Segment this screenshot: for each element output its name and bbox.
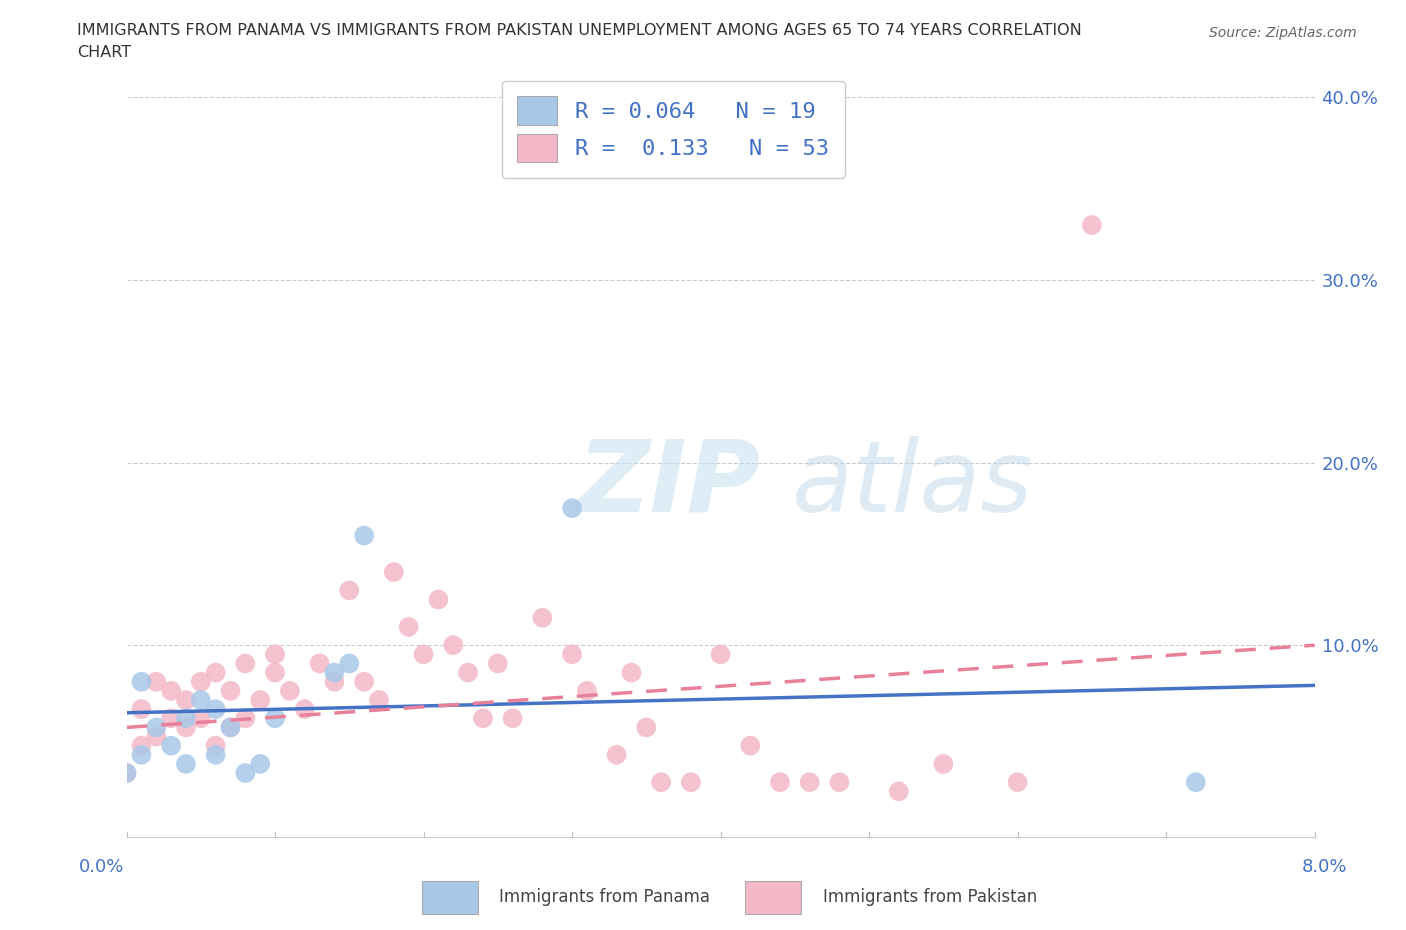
Point (650, 775, 672, 790)
Point (204, 738, 226, 753)
Point (233, 765, 257, 780)
Text: atlas: atlas (792, 435, 1033, 533)
Text: ZIP: ZIP (578, 435, 761, 533)
Point (190, 674, 212, 689)
Point (531, 610, 554, 625)
Point (337, 656, 360, 671)
Point (932, 756, 955, 771)
Point (308, 656, 330, 671)
Point (382, 565, 405, 579)
Point (887, 784, 910, 799)
FancyBboxPatch shape (422, 882, 478, 913)
Point (575, 684, 598, 698)
Point (174, 720, 197, 735)
Point (190, 711, 212, 725)
Point (323, 674, 346, 689)
Point (337, 583, 360, 598)
Text: 0.0%: 0.0% (79, 857, 124, 876)
Point (115, 765, 138, 780)
Point (294, 702, 316, 717)
Point (561, 500, 583, 515)
Legend: R = 0.064   N = 19, R =  0.133   N = 53: R = 0.064 N = 19, R = 0.133 N = 53 (502, 81, 845, 178)
Point (204, 665, 226, 680)
Point (219, 720, 242, 735)
Point (249, 693, 271, 708)
Point (679, 775, 702, 790)
Point (412, 647, 434, 662)
Text: Source: ZipAtlas.com: Source: ZipAtlas.com (1209, 26, 1357, 40)
Text: 8.0%: 8.0% (1302, 857, 1347, 876)
Point (204, 702, 226, 717)
Point (174, 693, 197, 708)
Point (131, 702, 153, 717)
Point (710, 647, 733, 662)
Point (219, 720, 242, 735)
Point (233, 656, 257, 671)
Point (561, 647, 583, 662)
Point (799, 775, 821, 790)
Point (174, 756, 197, 771)
Point (368, 693, 391, 708)
Point (145, 720, 167, 735)
Point (620, 665, 643, 680)
Point (174, 711, 197, 725)
Point (353, 528, 375, 543)
FancyBboxPatch shape (745, 882, 801, 913)
Point (427, 592, 450, 607)
Point (219, 684, 242, 698)
Point (606, 748, 628, 763)
Point (145, 674, 167, 689)
Point (1081, 218, 1104, 232)
Text: IMMIGRANTS FROM PANAMA VS IMMIGRANTS FROM PAKISTAN UNEMPLOYMENT AMONG AGES 65 TO: IMMIGRANTS FROM PANAMA VS IMMIGRANTS FRO… (77, 23, 1083, 38)
Point (486, 656, 509, 671)
Point (204, 748, 226, 763)
Point (828, 775, 851, 790)
Point (323, 665, 346, 680)
Point (264, 647, 287, 662)
Point (457, 665, 479, 680)
Point (398, 619, 420, 634)
Point (740, 738, 762, 753)
Point (131, 748, 153, 763)
Point (249, 756, 271, 771)
Point (190, 693, 212, 708)
Point (769, 775, 792, 790)
Point (115, 765, 138, 780)
Point (160, 738, 183, 753)
Point (278, 684, 301, 698)
Text: Immigrants from Panama: Immigrants from Panama (499, 888, 710, 907)
Point (145, 729, 167, 744)
Point (131, 738, 153, 753)
Point (131, 674, 153, 689)
Point (636, 720, 658, 735)
Point (1007, 775, 1029, 790)
Point (353, 674, 375, 689)
Point (1185, 775, 1208, 790)
Point (472, 711, 495, 725)
Point (233, 711, 257, 725)
Point (502, 711, 524, 725)
Point (160, 711, 183, 725)
Point (264, 711, 287, 725)
Text: Immigrants from Pakistan: Immigrants from Pakistan (823, 888, 1036, 907)
Point (264, 665, 287, 680)
Point (160, 684, 183, 698)
Point (441, 638, 464, 653)
Text: CHART: CHART (77, 45, 131, 60)
